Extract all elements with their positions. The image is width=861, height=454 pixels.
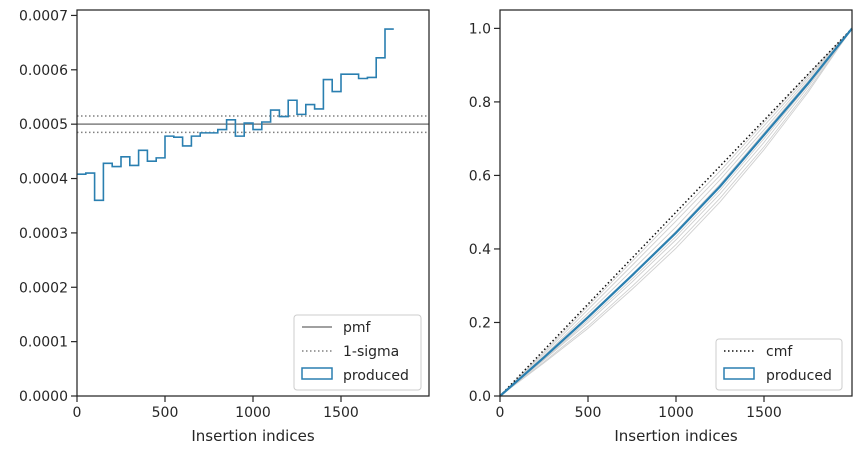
sample-cdf-line xyxy=(499,28,853,397)
sample-cdf-line xyxy=(499,28,853,397)
legend-produced-swatch-right xyxy=(723,367,755,380)
legend-produced-swatch-left xyxy=(301,367,333,380)
x-tick-label: 500 xyxy=(152,405,179,421)
x-tick-label: 0 xyxy=(73,405,82,421)
legend-cmf-label: cmf xyxy=(766,344,793,360)
produced-step-histogram xyxy=(77,28,394,202)
x-tick-label: 1500 xyxy=(323,405,359,421)
left-marks-layer xyxy=(77,28,429,202)
legend-produced-label-left: produced xyxy=(343,368,409,384)
sample-cdf-line xyxy=(499,28,853,397)
x-tick-label: 0 xyxy=(496,405,505,421)
legend-produced-label-right: produced xyxy=(766,368,832,384)
left-legend: pmf 1-sigma produced xyxy=(293,314,422,391)
left-axes-frame xyxy=(76,9,430,397)
sample-cdf-line xyxy=(499,28,853,397)
y-tick-label: 0.0003 xyxy=(19,226,68,242)
left-chart-panel: 0 500 1000 1500 0.0000 0.0001 0.0002 0.0003 0.00… xyxy=(19,8,430,445)
y-tick-label: 0.0000 xyxy=(19,389,68,405)
x-tick-label: 1000 xyxy=(235,405,271,421)
right-chart-panel: 0 500 1000 1500 0.0 0.2 0.4 0.6 0.8 1.0 Insertion… xyxy=(469,9,853,445)
left-legend-box xyxy=(293,314,422,391)
y-tick-label: 0.0 xyxy=(469,389,491,405)
cmf-line xyxy=(499,27,853,397)
right-axes-frame xyxy=(499,9,853,397)
right-legend-box xyxy=(715,338,843,391)
right-marks-layer xyxy=(499,27,853,397)
legend-sigma-label: 1-sigma xyxy=(343,344,399,360)
y-tick-label: 0.0002 xyxy=(19,280,68,296)
y-tick-label: 0.2 xyxy=(469,315,491,331)
y-tick-label: 0.0001 xyxy=(19,335,68,351)
y-tick-label: 0.0004 xyxy=(19,172,68,188)
right-legend: cmf produced xyxy=(715,338,843,391)
x-tick-label: 1500 xyxy=(746,405,782,421)
x-tick-label: 500 xyxy=(575,405,602,421)
sample-cdf-line xyxy=(499,28,853,397)
y-tick-label: 0.0005 xyxy=(19,117,68,133)
sample-cdf-line xyxy=(499,28,853,397)
left-ticks-layer: 0 500 1000 1500 0.0000 0.0001 0.0002 0.0003 0.00… xyxy=(19,8,359,421)
y-tick-label: 0.4 xyxy=(469,242,491,258)
right-x-axis-label: Insertion indices xyxy=(614,427,737,445)
y-tick-label: 0.0007 xyxy=(19,8,68,24)
y-tick-label: 0.0006 xyxy=(19,63,68,79)
right-ticks-layer: 0 500 1000 1500 0.0 0.2 0.4 0.6 0.8 1.0 xyxy=(469,21,782,421)
y-tick-label: 1.0 xyxy=(469,21,491,37)
y-tick-label: 0.8 xyxy=(469,95,491,111)
x-tick-label: 1000 xyxy=(658,405,694,421)
produced-cdf-line xyxy=(499,27,853,397)
sample-cdf-line xyxy=(499,28,853,397)
y-tick-label: 0.6 xyxy=(469,168,491,184)
legend-pmf-label: pmf xyxy=(343,320,372,336)
left-x-axis-label: Insertion indices xyxy=(191,427,314,445)
